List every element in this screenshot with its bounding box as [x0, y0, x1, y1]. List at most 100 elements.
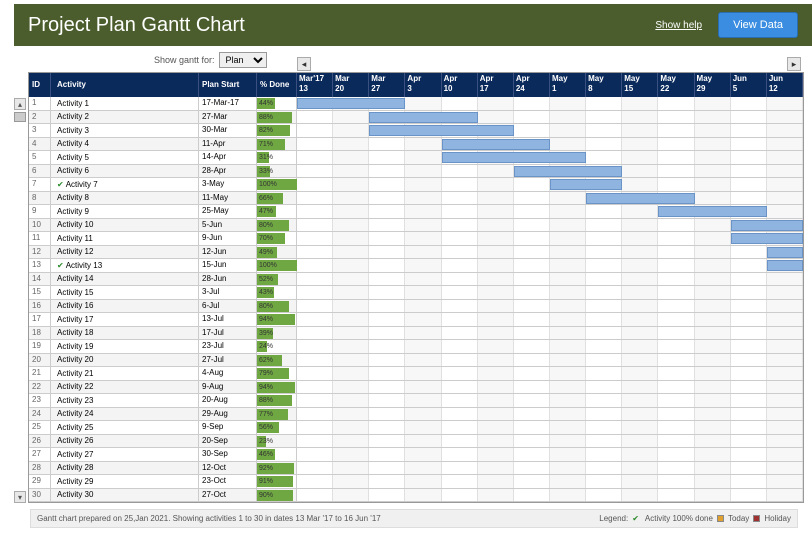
gantt-cell: [586, 354, 622, 367]
gantt-cell: [731, 354, 767, 367]
gantt-cell: [514, 111, 550, 124]
gantt-cell: [586, 219, 622, 232]
gantt-cell: [731, 246, 767, 259]
gantt-cell: [658, 367, 694, 380]
cell-id: 22: [29, 381, 51, 394]
gantt-cell: [514, 259, 550, 272]
gantt-cell: [622, 313, 658, 326]
cell-plan-start: 27-Oct: [199, 489, 257, 502]
gantt-cell: [586, 367, 622, 380]
gantt-cell: [731, 178, 767, 191]
gantt-cell: [658, 300, 694, 313]
gantt-cell: [478, 354, 514, 367]
gantt-cell: [658, 111, 694, 124]
timeline-col: Apr24: [514, 73, 550, 97]
cell-plan-start: 28-Jun: [199, 273, 257, 286]
gantt-cell: [297, 205, 333, 218]
gantt-cell: [550, 340, 586, 353]
cell-plan-start: 12-Jun: [199, 246, 257, 259]
scroll-thumb[interactable]: [14, 112, 26, 122]
gantt-cell: [695, 475, 731, 488]
pct-done-text: 23%: [259, 438, 273, 445]
gantt-cell: [405, 273, 441, 286]
cell-activity: Activity 23: [51, 394, 199, 407]
table-row: 2Activity 227-Mar88%: [29, 111, 803, 125]
table-row: 5Activity 514-Apr31%: [29, 151, 803, 165]
legend-today-label: Today: [728, 514, 749, 523]
gantt-cell: [658, 327, 694, 340]
view-data-button[interactable]: View Data: [718, 12, 798, 38]
scroll-left-button[interactable]: ◂: [297, 57, 311, 71]
cell-gantt: [297, 178, 803, 191]
cell-gantt: [297, 354, 803, 367]
cell-id: 4: [29, 138, 51, 151]
gantt-cell: [767, 394, 803, 407]
gantt-cell: [405, 151, 441, 164]
gantt-cell: [586, 138, 622, 151]
gantt-cell: [514, 124, 550, 137]
gantt-cell: [622, 111, 658, 124]
gantt-cell: [478, 408, 514, 421]
gantt-cell: [369, 435, 405, 448]
gantt-cell: [442, 232, 478, 245]
table-row: 19Activity 1923-Jul24%: [29, 340, 803, 354]
gantt-cell: [333, 219, 369, 232]
gantt-cell: [333, 313, 369, 326]
legend-today-swatch: [717, 515, 724, 522]
gantt-cell: [767, 421, 803, 434]
gantt-cell: [658, 178, 694, 191]
plan-select[interactable]: Plan: [219, 52, 267, 68]
pct-done-text: 46%: [259, 451, 273, 458]
gantt-cell: [514, 232, 550, 245]
gantt-cell: [478, 489, 514, 502]
legend-holiday-swatch: [753, 515, 760, 522]
gantt-cell: [369, 340, 405, 353]
gantt-cell: [622, 205, 658, 218]
activity-name: Activity 30: [57, 490, 93, 499]
gantt-cell: [622, 138, 658, 151]
gantt-cell: [405, 178, 441, 191]
gantt-cell: [333, 286, 369, 299]
scroll-down-button[interactable]: ▾: [14, 491, 26, 503]
gantt-cell: [478, 97, 514, 110]
gantt-cell: [550, 448, 586, 461]
activity-name: Activity 2: [57, 112, 89, 121]
cell-plan-start: 4-Aug: [199, 367, 257, 380]
gantt-cell: [767, 381, 803, 394]
scroll-right-button[interactable]: ▸: [787, 57, 801, 71]
gantt-cell: [550, 192, 586, 205]
gantt-cell: [297, 354, 333, 367]
pct-done-text: 56%: [259, 424, 273, 431]
col-header-planstart: Plan Start: [199, 73, 257, 97]
gantt-cell: [767, 151, 803, 164]
gantt-cell: [478, 313, 514, 326]
show-help-link[interactable]: Show help: [655, 20, 702, 31]
cell-pct-done: 23%: [257, 435, 297, 448]
pct-done-text: 39%: [259, 330, 273, 337]
pct-done-text: 91%: [259, 478, 273, 485]
gantt-cell: [622, 232, 658, 245]
cell-plan-start: 11-May: [199, 192, 257, 205]
timeline-col: Mar'1713: [297, 73, 333, 97]
pct-done-text: 80%: [259, 303, 273, 310]
gantt-cell: [478, 381, 514, 394]
gantt-cell: [731, 192, 767, 205]
gantt-cell: [767, 300, 803, 313]
gantt-cell: [333, 367, 369, 380]
gantt-cell: [333, 394, 369, 407]
cell-pct-done: 70%: [257, 232, 297, 245]
gantt-cell: [550, 246, 586, 259]
timeline-col: Jun12: [767, 73, 803, 97]
legend: Legend: ✔ Activity 100% done Today Holid…: [599, 514, 791, 523]
cell-gantt: [297, 165, 803, 178]
cell-plan-start: 27-Jul: [199, 354, 257, 367]
gantt-cell: [478, 273, 514, 286]
scroll-up-button[interactable]: ▴: [14, 98, 26, 110]
cell-pct-done: 52%: [257, 273, 297, 286]
gantt-cell: [695, 462, 731, 475]
table-header: ID Activity Plan Start % Done Mar'1713Ma…: [29, 73, 803, 97]
cell-plan-start: 15-Jun: [199, 259, 257, 272]
gantt-cell: [297, 286, 333, 299]
gantt-cell: [658, 489, 694, 502]
cell-activity: Activity 24: [51, 408, 199, 421]
